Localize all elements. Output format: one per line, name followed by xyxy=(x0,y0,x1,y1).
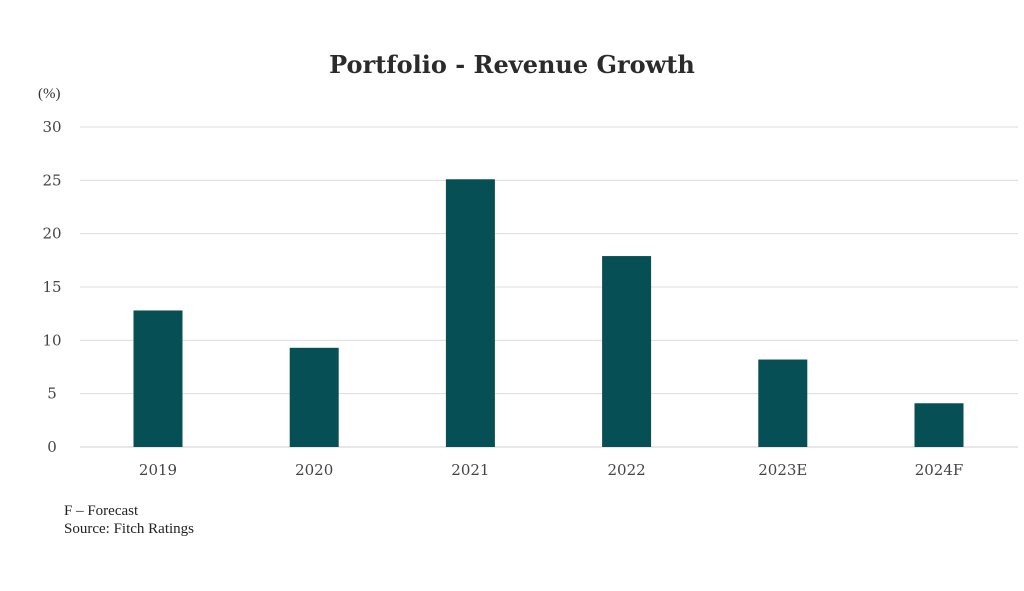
footnotes: F – Forecast Source: Fitch Ratings xyxy=(64,502,194,538)
y-tick-label: 15 xyxy=(42,278,61,296)
y-tick-label: 0 xyxy=(47,438,57,456)
bar-2024F xyxy=(914,403,964,447)
chart-title: Portfolio - Revenue Growth xyxy=(329,50,695,79)
y-tick-label: 10 xyxy=(42,331,61,349)
y-tick-label: 30 xyxy=(42,118,61,136)
x-tick-label: 2019 xyxy=(139,461,177,479)
x-tick-label: 2023E xyxy=(758,461,807,479)
bar-2020 xyxy=(289,347,339,447)
y-axis-unit-label: (%) xyxy=(38,86,61,102)
bar-2022 xyxy=(602,256,652,447)
bar-2023E xyxy=(758,359,808,447)
y-tick-label: 25 xyxy=(42,171,61,189)
source-note: Source: Fitch Ratings xyxy=(64,521,194,537)
x-tick-label: 2022 xyxy=(608,461,646,479)
bar-2019 xyxy=(133,310,183,447)
x-tick-label: 2024F xyxy=(915,461,964,479)
forecast-note: F – Forecast xyxy=(64,503,139,519)
x-tick-label: 2020 xyxy=(295,461,333,479)
y-tick-label: 5 xyxy=(47,385,57,403)
y-tick-label: 20 xyxy=(42,225,61,243)
x-tick-label: 2021 xyxy=(451,461,489,479)
bar-2021 xyxy=(445,179,495,447)
